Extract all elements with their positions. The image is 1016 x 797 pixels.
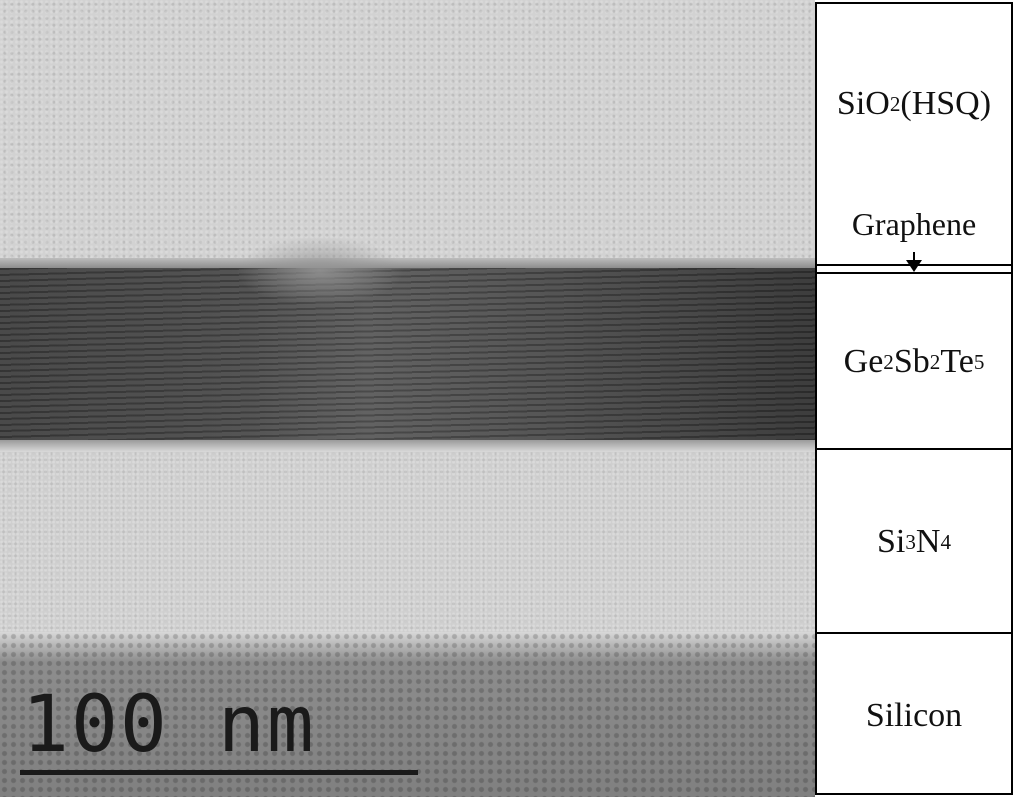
label-silicon-text: Silicon — [865, 696, 963, 734]
divider-line — [817, 448, 1011, 450]
sin-layer-region — [0, 452, 815, 632]
label-sin-n: N — [915, 523, 941, 560]
label-sio2: SiO 2 (HSQ) — [817, 64, 1011, 144]
label-graphene-text: Graphene — [851, 205, 977, 242]
surface-bump — [235, 236, 405, 306]
divider-line — [817, 264, 1011, 266]
label-sin: Si 3 N 4 — [817, 450, 1011, 634]
arrow-down-icon — [906, 260, 922, 272]
label-gst-te-sub: 5 — [973, 349, 985, 374]
divider-line — [817, 272, 1011, 274]
label-sio2-base: SiO — [836, 85, 890, 122]
label-graphene: Graphene — [817, 194, 1011, 254]
label-sio2-suffix: (HSQ) — [900, 85, 992, 122]
divider-line — [817, 632, 1011, 634]
label-gst-te: Te — [940, 343, 974, 380]
gst-layer-region — [0, 268, 815, 448]
label-sin-n-sub: 4 — [940, 529, 951, 554]
layer-label-column: SiO 2 (HSQ) Graphene Ge 2 Sb 2 Te 5 Si 3 N 4 Silic… — [815, 2, 1013, 795]
scale-bar — [20, 770, 418, 775]
label-sin-si: Si — [876, 523, 906, 560]
label-gst-ge-sub: 2 — [883, 349, 894, 374]
interface-region — [0, 440, 815, 454]
sio2-layer-region — [0, 0, 815, 270]
arrow-down-icon-stem — [913, 252, 915, 266]
tem-micrograph: 100 nm — [0, 0, 815, 797]
label-sio2-sub: 2 — [889, 91, 901, 116]
label-sin-si-sub: 3 — [905, 529, 916, 554]
label-gst-sb-sub: 2 — [929, 349, 941, 374]
label-silicon: Silicon — [817, 634, 1011, 797]
label-gst: Ge 2 Sb 2 Te 5 — [817, 276, 1011, 448]
label-gst-sb: Sb — [893, 343, 930, 380]
label-gst-ge: Ge — [843, 343, 884, 380]
silicon-layer-region — [0, 632, 815, 797]
scale-bar-label: 100 nm — [22, 680, 316, 770]
